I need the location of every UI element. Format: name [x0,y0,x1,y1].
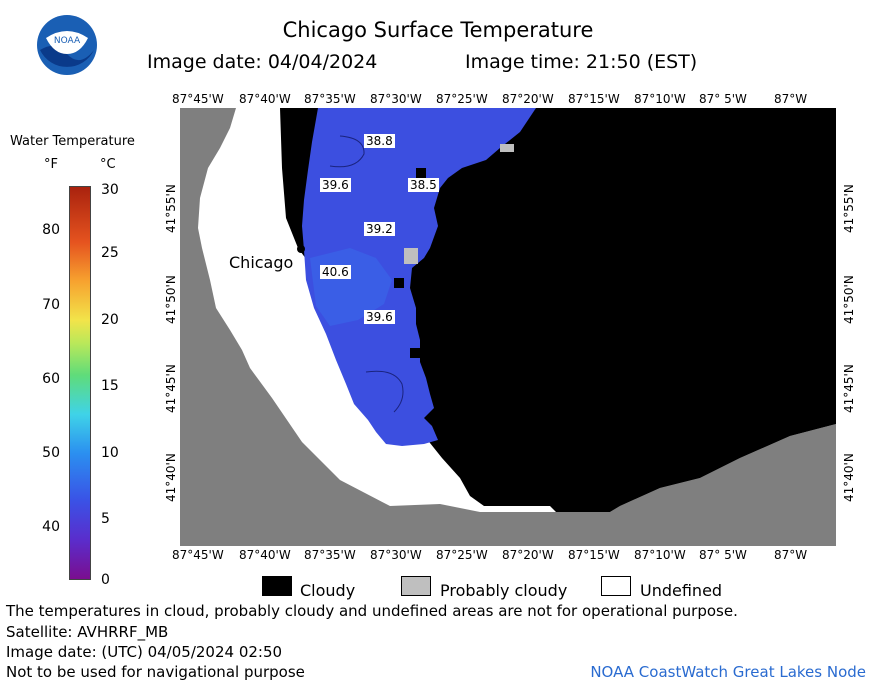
lon-label-bottom: 87°15'W [568,548,620,562]
undefined-key-label: Undefined [640,581,723,600]
page-title: Chicago Surface Temperature [282,18,594,42]
lon-label-top: 87°20'W [502,92,554,106]
lat-label-right: 41°45'N [842,364,856,413]
lon-label-top: 87° 5'W [699,92,747,106]
temp-label: 39.2 [364,222,395,236]
temp-label: 39.6 [364,310,395,324]
lon-label-top: 87°30'W [370,92,422,106]
navigation-warning: Not to be used for navigational purpose [6,663,305,681]
temp-label: 39.6 [320,178,351,192]
lon-label-bottom: 87°35'W [304,548,356,562]
lat-label-right: 41°50'N [842,275,856,324]
c-tick: 15 [101,378,119,394]
contour-line [365,370,404,413]
disclaimer-text: The temperatures in cloud, probably clou… [6,602,738,620]
chicago-marker [297,245,305,253]
lat-label-right: 41°55'N [842,184,856,233]
f-tick: 80 [42,222,60,238]
lon-label-top: 87°45'W [172,92,224,106]
noaa-logo: NOAA [36,14,98,76]
lon-label-bottom: 87° 5'W [699,548,747,562]
cloud-speck [410,348,420,358]
temp-label: 38.8 [364,134,395,148]
lon-label-bottom: 87°45'W [172,548,224,562]
c-tick: 25 [101,245,119,261]
cloud-speck [458,196,468,206]
cloud-speck [394,278,404,288]
utc-date-text: Image date: (UTC) 04/05/2024 02:50 [6,643,283,661]
unit-celsius: °C [100,157,116,172]
lon-label-top: 87°W [774,92,808,106]
satellite-text: Satellite: AVHRRF_MB [6,623,169,641]
lon-label-bottom: 87°30'W [370,548,422,562]
color-bar [69,186,91,580]
cloudy-swatch [262,576,292,596]
probably-cloudy-swatch [401,576,431,596]
image-date: Image date: 04/04/2024 [147,51,378,73]
f-tick: 40 [42,519,60,535]
temperature-map [180,108,836,546]
probably-cloudy-patch [404,248,418,264]
lon-label-bottom: 87°10'W [634,548,686,562]
probably-cloudy-key-label: Probably cloudy [440,581,568,600]
credit-text: NOAA CoastWatch Great Lakes Node [590,663,866,681]
cloudy-key-label: Cloudy [300,581,356,600]
lon-label-top: 87°25'W [436,92,488,106]
lat-label-left: 41°40'N [164,453,178,502]
lon-label-bottom: 87°25'W [436,548,488,562]
temp-label: 38.5 [408,178,439,192]
water-area [302,108,536,446]
lat-label-right: 41°40'N [842,453,856,502]
lat-label-left: 41°45'N [164,364,178,413]
lon-label-top: 87°35'W [304,92,356,106]
contour-line [329,135,365,168]
legend-title: Water Temperature [10,134,135,149]
c-tick: 20 [101,312,119,328]
undefined-swatch [601,576,631,596]
temp-label: 40.6 [320,265,351,279]
f-tick: 50 [42,445,60,461]
unit-fahrenheit: °F [44,157,58,172]
lat-label-left: 41°50'N [164,275,178,324]
lon-label-bottom: 87°W [774,548,808,562]
f-tick: 60 [42,371,60,387]
lon-label-bottom: 87°40'W [239,548,291,562]
image-time: Image time: 21:50 (EST) [465,51,698,73]
lat-label-left: 41°55'N [164,184,178,233]
city-label-chicago: Chicago [229,253,294,272]
c-tick: 5 [101,511,110,527]
cloud-speck [416,168,426,178]
lon-label-bottom: 87°20'W [502,548,554,562]
f-tick: 70 [42,297,60,313]
lon-label-top: 87°15'W [568,92,620,106]
c-tick: 10 [101,445,119,461]
probably-cloudy-patch [500,144,514,152]
lon-label-top: 87°10'W [634,92,686,106]
noaa-logo-text: NOAA [54,36,81,46]
c-tick: 0 [101,572,110,588]
lon-label-top: 87°40'W [239,92,291,106]
c-tick: 30 [101,182,119,198]
